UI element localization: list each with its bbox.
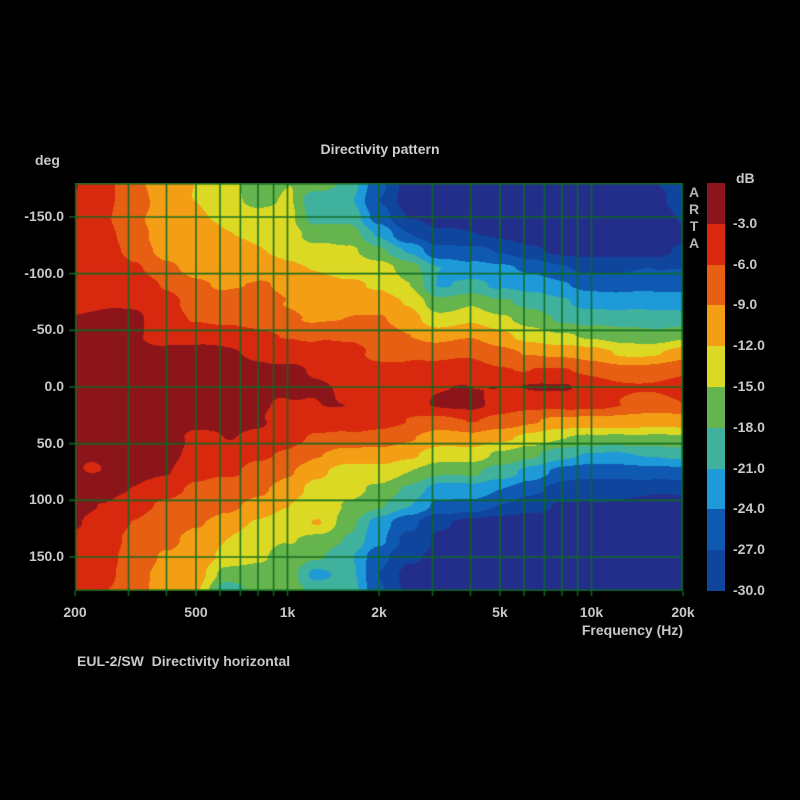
y-tick-label: -150.0 xyxy=(24,208,64,224)
colorbar-tick-label: -30.0 xyxy=(733,582,765,598)
y-tick-label: 50.0 xyxy=(36,434,64,451)
y-tick-label: -100.0 xyxy=(24,264,64,281)
arta-watermark-letter: T xyxy=(689,218,699,234)
y-tick-label: 0.0 xyxy=(44,378,64,394)
colorbar-tick-label: -18.0 xyxy=(733,418,765,435)
x-tick-label: 1k xyxy=(279,604,296,620)
x-tick-label: 2k xyxy=(371,604,387,620)
colorbar-unit-label: dB xyxy=(736,170,755,186)
colorbar-tick-label: -24.0 xyxy=(733,500,765,517)
colorbar-band xyxy=(707,386,725,428)
colorbar-band xyxy=(707,427,725,469)
x-tick-label: 500 xyxy=(184,604,208,620)
plot-title: Directivity pattern xyxy=(320,141,440,157)
colorbar xyxy=(707,183,725,591)
colorbar-tick-label: -27.0 xyxy=(733,541,765,558)
x-tick-label: 200 xyxy=(63,604,87,620)
x-tick-label: 5k xyxy=(492,604,508,620)
measurement-footer-label: EUL-2/SW Directivity horizontal xyxy=(77,653,291,669)
arta-watermark-letter: A xyxy=(688,235,700,251)
colorbar-tick-label: -12.0 xyxy=(733,337,765,354)
colorbar-tick-label: -21.0 xyxy=(733,459,765,476)
x-tick-label: 20k xyxy=(671,604,695,620)
arta-watermark-letter: R xyxy=(688,201,700,217)
colorbar-band xyxy=(707,223,725,265)
colorbar-band xyxy=(707,264,725,306)
arta-watermark-letter: A xyxy=(688,184,700,200)
colorbar-tick-label: -3.0 xyxy=(733,214,758,231)
y-tick-label: 150.0 xyxy=(28,548,64,564)
colorbar-band xyxy=(707,509,725,551)
y-tick-label: 100.0 xyxy=(28,491,64,508)
y-tick-label: -50.0 xyxy=(32,321,64,338)
x-tick-label: 10k xyxy=(579,604,604,620)
colorbar-tick-label: -15.0 xyxy=(733,378,765,394)
colorbar-band xyxy=(707,550,725,591)
colorbar-tick-label: -9.0 xyxy=(733,296,758,313)
colorbar-band xyxy=(707,183,725,224)
colorbar-band xyxy=(707,346,725,387)
x-axis-label: Frequency (Hz) xyxy=(581,622,683,638)
directivity-heatmap xyxy=(69,183,689,597)
colorbar-band xyxy=(707,468,725,510)
y-axis-unit-label: deg xyxy=(35,152,60,168)
colorbar-band xyxy=(707,305,725,347)
colorbar-tick-label: -6.0 xyxy=(733,255,758,272)
